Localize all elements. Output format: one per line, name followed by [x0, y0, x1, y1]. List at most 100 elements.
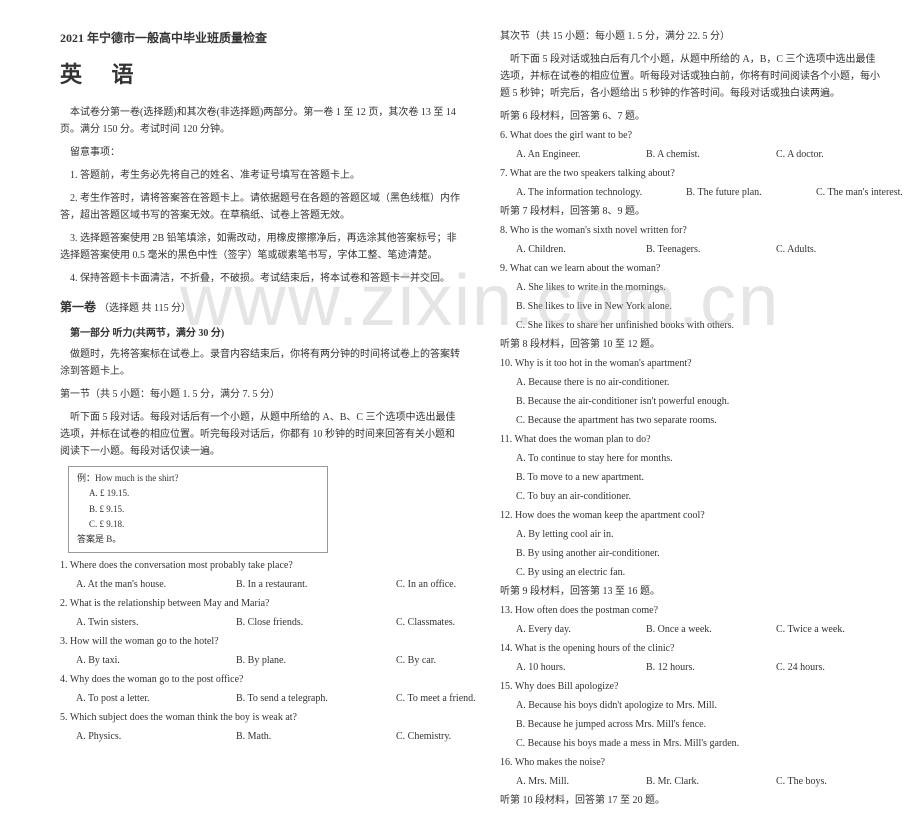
q7-opt-b: B. The future plan.: [686, 184, 786, 201]
q15-opt-c: C. Because his boys made a mess in Mrs. …: [516, 735, 880, 752]
notice-4: 4. 保持答题卡卡面清洁，不折叠，不破损。考试结束后，将本试卷和答题卡一并交回。: [60, 270, 460, 287]
q9-opt-b: B. She likes to live in New York alone.: [516, 298, 880, 315]
q14-opt-a: A. 10 hours.: [516, 659, 616, 676]
q8-opt-a: A. Children.: [516, 241, 616, 258]
q1-opt-c: C. In an office.: [396, 576, 516, 593]
example-opt-b: B. £ 9.15.: [89, 502, 319, 517]
q2-opt-c: C. Classmates.: [396, 614, 516, 631]
q2-opt-b: B. Close friends.: [236, 614, 356, 631]
question-5: 5. Which subject does the woman think th…: [60, 709, 460, 726]
q6-opt-c: C. A doctor.: [776, 146, 876, 163]
example-question: 例：How much is the shirt?: [77, 471, 319, 486]
q4-opt-c: C. To meet a friend.: [396, 690, 516, 707]
question-11: 11. What does the woman plan to do?: [500, 431, 880, 448]
q12-opt-c: C. By using an electric fan.: [516, 564, 880, 581]
material-8: 听第 8 段材料，回答第 10 至 12 题。: [500, 336, 880, 353]
question-3-options: A. By taxi. B. By plane. C. By car.: [76, 652, 460, 669]
q11-opt-b: B. To move to a new apartment.: [516, 469, 880, 486]
q13-opt-b: B. Once a week.: [646, 621, 746, 638]
q5-opt-a: A. Physics.: [76, 728, 196, 745]
notice-title: 留意事项：: [60, 144, 460, 161]
part1-title: 第一部分 听力(共两节，满分 30 分): [60, 325, 460, 342]
section1-subtitle: （选择题 共 115 分）: [99, 303, 191, 314]
q4-opt-b: B. To send a telegraph.: [236, 690, 356, 707]
material-6: 听第 6 段材料，回答第 6、7 题。: [500, 108, 880, 125]
q7-opt-c: C. The man's interest.: [816, 184, 916, 201]
example-box: 例：How much is the shirt? A. £ 19.15. B. …: [68, 466, 328, 552]
q12-opt-b: B. By using another air-conditioner.: [516, 545, 880, 562]
part1-intro: 做题时，先将答案标在试卷上。录音内容结束后，你将有两分钟的时间将试卷上的答案转涂…: [60, 346, 460, 380]
question-15: 15. Why does Bill apologize?: [500, 678, 880, 695]
question-6: 6. What does the girl want to be?: [500, 127, 880, 144]
q1-opt-b: B. In a restaurant.: [236, 576, 356, 593]
example-opt-a: A. £ 19.15.: [89, 486, 319, 501]
q15-opt-b: B. Because he jumped across Mrs. Mill's …: [516, 716, 880, 733]
notice-1: 1. 答题前，考生务必先将自己的姓名、准考证号填写在答题卡上。: [60, 167, 460, 184]
question-2-options: A. Twin sisters. B. Close friends. C. Cl…: [76, 614, 460, 631]
question-1-options: A. At the man's house. B. In a restauran…: [76, 576, 460, 593]
main-title: 2021 年宁德市一般高中毕业班质量检查: [60, 28, 460, 48]
example-answer: 答案是 B。: [77, 532, 319, 547]
left-column: 2021 年宁德市一般高中毕业班质量检查 英 语 本试卷分第一卷(选择题)和其次…: [60, 28, 460, 811]
q11-opt-a: A. To continue to stay here for months.: [516, 450, 880, 467]
question-1: 1. Where does the conversation most prob…: [60, 557, 460, 574]
jie1-intro: 听下面 5 段对话。每段对话后有一个小题，从题中所给的 A、B、C 三个选项中选…: [60, 409, 460, 460]
q8-opt-b: B. Teenagers.: [646, 241, 746, 258]
q6-opt-b: B. A chemist.: [646, 146, 746, 163]
question-14-options: A. 10 hours. B. 12 hours. C. 24 hours.: [516, 659, 880, 676]
jie2-title: 其次节（共 15 小题：每小题 1. 5 分，满分 22. 5 分）: [500, 28, 880, 45]
subject-title: 英 语: [60, 56, 460, 93]
q3-opt-c: C. By car.: [396, 652, 516, 669]
section1-heading: 第一卷 （选择题 共 115 分）: [60, 297, 460, 317]
question-6-options: A. An Engineer. B. A chemist. C. A docto…: [516, 146, 880, 163]
question-3: 3. How will the woman go to the hotel?: [60, 633, 460, 650]
q7-opt-a: A. The information technology.: [516, 184, 656, 201]
question-4-options: A. To post a letter. B. To send a telegr…: [76, 690, 460, 707]
question-8-options: A. Children. B. Teenagers. C. Adults.: [516, 241, 880, 258]
q1-opt-a: A. At the man's house.: [76, 576, 196, 593]
question-7-options: A. The information technology. B. The fu…: [516, 184, 880, 201]
jie1-title: 第一节（共 5 小题：每小题 1. 5 分，满分 7. 5 分）: [60, 386, 460, 403]
material-7: 听第 7 段材料，回答第 8、9 题。: [500, 203, 880, 220]
question-2: 2. What is the relationship between May …: [60, 595, 460, 612]
q14-opt-c: C. 24 hours.: [776, 659, 876, 676]
q5-opt-c: C. Chemistry.: [396, 728, 516, 745]
page-container: 2021 年宁德市一般高中毕业班质量检查 英 语 本试卷分第一卷(选择题)和其次…: [0, 0, 920, 831]
jie2-intro: 听下面 5 段对话或独白后有几个小题，从题中所给的 A，B，C 三个选项中选出最…: [500, 51, 880, 102]
question-10: 10. Why is it too hot in the woman's apa…: [500, 355, 880, 372]
q8-opt-c: C. Adults.: [776, 241, 876, 258]
question-8: 8. Who is the woman's sixth novel writte…: [500, 222, 880, 239]
q12-opt-a: A. By letting cool air in.: [516, 526, 880, 543]
q10-opt-c: C. Because the apartment has two separat…: [516, 412, 880, 429]
question-4: 4. Why does the woman go to the post off…: [60, 671, 460, 688]
section1-title: 第一卷: [60, 300, 96, 314]
q15-opt-a: A. Because his boys didn't apologize to …: [516, 697, 880, 714]
q3-opt-b: B. By plane.: [236, 652, 356, 669]
q5-opt-b: B. Math.: [236, 728, 356, 745]
question-12: 12. How does the woman keep the apartmen…: [500, 507, 880, 524]
q4-opt-a: A. To post a letter.: [76, 690, 196, 707]
q10-opt-b: B. Because the air-conditioner isn't pow…: [516, 393, 880, 410]
right-column: 其次节（共 15 小题：每小题 1. 5 分，满分 22. 5 分） 听下面 5…: [500, 28, 880, 811]
question-14: 14. What is the opening hours of the cli…: [500, 640, 880, 657]
q11-opt-c: C. To buy an air-conditioner.: [516, 488, 880, 505]
intro-text: 本试卷分第一卷(选择题)和其次卷(非选择题)两部分。第一卷 1 至 12 页，其…: [60, 104, 460, 138]
question-9: 9. What can we learn about the woman?: [500, 260, 880, 277]
notice-2: 2. 考生作答时，请将答案答在答题卡上。请依据题号在各题的答题区域（黑色线框）内…: [60, 190, 460, 224]
question-13: 13. How often does the postman come?: [500, 602, 880, 619]
q16-opt-a: A. Mrs. Mill.: [516, 773, 616, 790]
q9-opt-c: C. She likes to share her unfinished boo…: [516, 317, 880, 334]
q2-opt-a: A. Twin sisters.: [76, 614, 196, 631]
q13-opt-a: A. Every day.: [516, 621, 616, 638]
q16-opt-b: B. Mr. Clark.: [646, 773, 746, 790]
material-10: 听第 10 段材料，回答第 17 至 20 题。: [500, 792, 880, 809]
question-5-options: A. Physics. B. Math. C. Chemistry.: [76, 728, 460, 745]
example-opt-c: C. £ 9.18.: [89, 517, 319, 532]
q3-opt-a: A. By taxi.: [76, 652, 196, 669]
q10-opt-a: A. Because there is no air-conditioner.: [516, 374, 880, 391]
question-16: 16. Who makes the noise?: [500, 754, 880, 771]
material-9: 听第 9 段材料，回答第 13 至 16 题。: [500, 583, 880, 600]
q9-opt-a: A. She likes to write in the mornings.: [516, 279, 880, 296]
question-16-options: A. Mrs. Mill. B. Mr. Clark. C. The boys.: [516, 773, 880, 790]
q6-opt-a: A. An Engineer.: [516, 146, 616, 163]
